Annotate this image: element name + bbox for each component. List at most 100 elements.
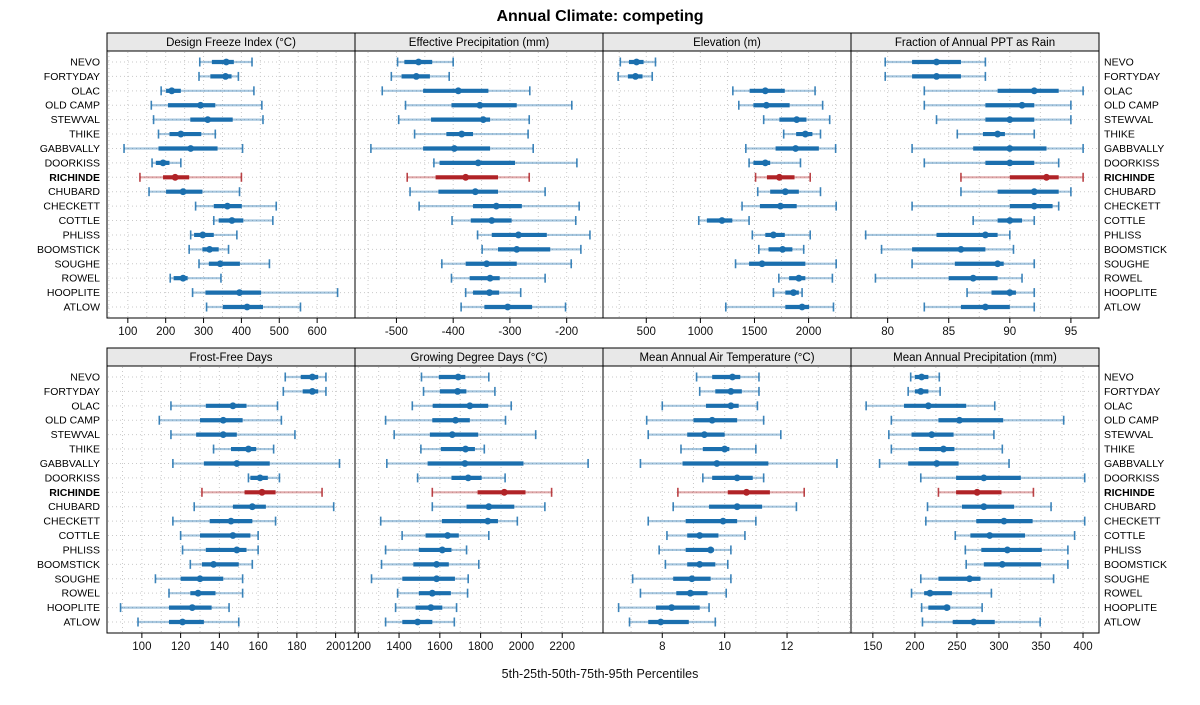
- median-dot: [484, 517, 492, 525]
- percentile-row-richinde: [201, 487, 323, 497]
- median-dot: [980, 503, 988, 511]
- site-label-right-boomstick: BOOMSTICK: [1104, 559, 1167, 571]
- axis-tick-label: 2000: [796, 326, 822, 338]
- median-dot: [216, 260, 224, 268]
- site-label-right-fortyday: FORTYDAY: [1104, 71, 1160, 83]
- percentile-row-cottle: [666, 531, 746, 541]
- site-label-right-olac: OLAC: [1104, 85, 1133, 97]
- percentile-row-phliss: [658, 545, 732, 555]
- axis-tick-label: 100: [118, 326, 137, 338]
- median-dot: [770, 231, 777, 239]
- median-dot: [196, 575, 204, 583]
- percentile-row-hooplite: [119, 603, 230, 613]
- percentile-row-hooplite: [617, 603, 710, 613]
- percentile-row-olac: [923, 86, 1084, 96]
- median-dot: [686, 589, 694, 597]
- median-dot: [462, 445, 469, 453]
- median-dot: [471, 188, 479, 196]
- percentile-row-richinde: [677, 487, 806, 497]
- percentile-row-nevo: [909, 372, 941, 382]
- percentile-row-doorkiss: [748, 158, 802, 168]
- panel-frost-free-days: Frost-Free Days 100 120 140 160 180 200: [106, 347, 356, 653]
- percentile-row-olac: [170, 401, 279, 411]
- median-dot: [224, 202, 231, 210]
- percentile-row-cottle: [451, 216, 577, 226]
- median-dot: [743, 488, 750, 496]
- median-dot: [632, 73, 639, 80]
- percentile-row-olac: [381, 86, 531, 96]
- median-dot: [718, 217, 726, 224]
- site-label-left-gabbvally: GABBVALLY: [40, 458, 100, 470]
- site-label-left-fortyday: FORTYDAY: [44, 386, 100, 398]
- median-dot: [762, 101, 770, 109]
- percentile-row-hooplite: [464, 288, 522, 298]
- site-label-left-checkett: CHECKETT: [43, 201, 100, 213]
- median-dot: [1006, 217, 1014, 224]
- median-dot: [1030, 87, 1038, 95]
- percentile-row-gabbvally: [911, 143, 1084, 153]
- percentile-row-atlow: [628, 617, 717, 627]
- median-dot: [206, 245, 214, 253]
- median-dot: [994, 130, 1002, 138]
- site-label-right-cottle: COTTLE: [1104, 530, 1145, 542]
- site-label-left-checkett: CHECKETT: [43, 516, 100, 528]
- site-label-right-cottle: COTTLE: [1104, 215, 1145, 227]
- site-label-right-fortyday: FORTYDAY: [1104, 386, 1160, 398]
- percentile-row-hooplite: [966, 288, 1036, 298]
- percentile-row-cottle: [212, 216, 274, 226]
- percentile-row-chubard: [756, 187, 822, 197]
- median-dot: [222, 73, 229, 80]
- site-label-right-old-camp: OLD CAMP: [1104, 415, 1159, 427]
- median-dot: [1030, 188, 1038, 196]
- percentile-row-gabbvally: [386, 458, 589, 468]
- percentile-row-rowel: [910, 588, 993, 598]
- median-dot: [458, 130, 466, 138]
- median-dot: [486, 289, 493, 296]
- site-label-right-stewval: STEWVAL: [1104, 114, 1154, 126]
- percentile-row-old-camp: [150, 100, 263, 110]
- median-dot: [981, 231, 989, 239]
- median-dot: [159, 159, 167, 167]
- median-dot: [1003, 546, 1011, 554]
- median-dot: [918, 373, 926, 381]
- site-label-left-cottle: COTTLE: [59, 215, 100, 227]
- median-dot: [513, 245, 521, 253]
- median-dot: [454, 388, 461, 395]
- median-dot: [233, 460, 241, 467]
- percentile-row-doorkiss: [433, 158, 578, 168]
- percentile-row-thike: [890, 444, 1004, 454]
- percentile-row-boomstick: [664, 559, 729, 569]
- median-dot: [210, 560, 217, 568]
- site-label-right-hooplite: HOOPLITE: [1104, 602, 1157, 614]
- axis-tick-label: 10: [718, 641, 731, 653]
- panel-growing-degree-days-c: Growing Degree Days (°C) 1200 1400 1600 1800…: [345, 347, 604, 653]
- percentile-row-fortyday: [198, 71, 240, 81]
- median-dot: [1018, 101, 1026, 109]
- percentile-row-fortyday: [884, 71, 987, 81]
- median-dot: [1006, 289, 1014, 296]
- median-dot: [696, 532, 704, 539]
- median-dot: [707, 546, 715, 554]
- percentile-row-hooplite: [394, 603, 458, 613]
- percentile-row-olac: [865, 401, 996, 411]
- axis-tick-label: 2200: [549, 641, 575, 653]
- site-label-right-boomstick: BOOMSTICK: [1104, 244, 1167, 256]
- percentile-row-fortyday: [698, 386, 760, 396]
- site-labels-group: NEVO NEVO FORTYDAY FORTYDAY OLAC OLAC OLD CAMP…: [37, 57, 1167, 629]
- median-dot: [444, 532, 451, 539]
- percentile-row-boomstick: [189, 559, 254, 569]
- axis-tick-label: -200: [555, 326, 578, 338]
- site-label-left-gabbvally: GABBVALLY: [40, 143, 100, 155]
- percentile-row-gabbvally: [745, 143, 837, 153]
- percentile-row-atlow: [460, 302, 567, 312]
- median-dot: [236, 289, 243, 296]
- percentile-row-old-camp: [384, 415, 507, 425]
- median-dot: [474, 159, 482, 167]
- percentile-row-old-camp: [923, 100, 1072, 110]
- median-dot: [168, 87, 176, 95]
- axis-tick-label: 500: [637, 326, 656, 338]
- median-dot: [427, 604, 435, 611]
- site-label-left-boomstick: BOOMSTICK: [37, 244, 100, 256]
- median-dot: [414, 618, 422, 626]
- site-label-left-chubard: CHUBARD: [48, 501, 100, 513]
